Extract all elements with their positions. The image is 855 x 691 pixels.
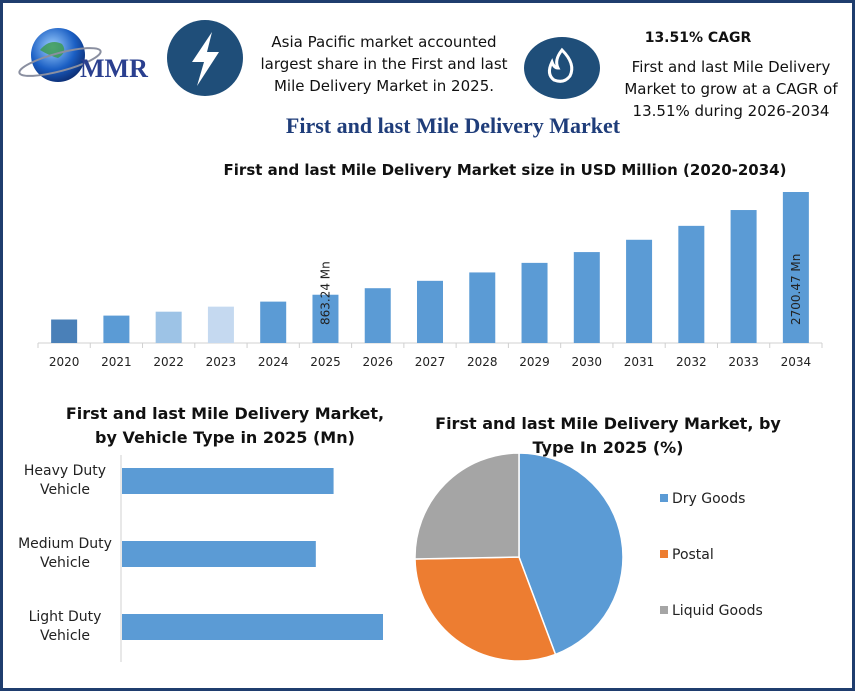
bar [521,262,548,343]
bar [122,468,334,494]
bar [573,252,600,343]
cagr-text: First and last Mile Delivery Market to g… [624,58,838,120]
x-tick-label: 2020 [49,355,80,369]
x-tick-label: 2030 [572,355,603,369]
pie-slice [414,452,520,560]
bar [155,311,182,343]
bar [51,319,78,343]
chart-title: First and last Mile Delivery Market, by … [65,404,385,447]
chart-title: First and last Mile Delivery Market, by … [435,414,781,457]
chart-title: First and last Mile Delivery Market size… [223,161,787,179]
icon-flame [547,47,574,83]
bar [103,315,130,343]
logo-ring [18,47,102,77]
pie-slice [518,452,624,656]
cagr-title: 13.51% CAGR [644,30,752,46]
logo: MMR [18,28,148,83]
x-tick-label: 2025 [310,355,341,369]
bar [122,541,316,567]
bar [417,280,443,343]
bar [626,239,653,343]
bar [260,301,287,343]
bar [122,614,383,640]
bar [730,210,757,343]
x-tick-label: 2023 [206,355,237,369]
y-tick-label: Light Duty Vehicle [28,609,102,644]
x-tick-label: 2027 [415,355,446,369]
logo-text: MMR [80,54,148,83]
data-label: 2700.47 Mn [789,254,803,325]
bar [312,294,339,343]
bar [469,272,496,343]
flame-icon [524,37,600,99]
x-tick-label: 2033 [728,355,759,369]
x-tick-label: 2031 [624,355,655,369]
bar [364,288,391,343]
legend-swatch [660,550,668,558]
y-tick-label: Medium Duty Vehicle [18,536,112,571]
legend-label: Dry Goods [672,491,745,507]
bar [678,225,705,343]
icon-circle [524,37,600,99]
x-tick-label: 2029 [519,355,550,369]
y-tick-label: Heavy Duty Vehicle [23,463,107,498]
share-text: Asia Pacific market accounted largest sh… [260,33,508,95]
bar [207,306,234,343]
x-tick-label: 2032 [676,355,707,369]
legend-swatch [660,494,668,502]
pie-slice [414,556,557,662]
x-tick-label: 2026 [362,355,393,369]
icon-bolt [192,32,219,86]
x-tick-label: 2034 [781,355,812,369]
legend-swatch [660,606,668,614]
bar [782,192,809,343]
x-tick-label: 2022 [153,355,184,369]
legend-label: Postal [672,547,714,563]
main-title: First and last Mile Delivery Market [285,113,621,138]
bolt-icon [167,20,243,96]
legend-label: Liquid Goods [672,603,763,619]
x-tick-label: 2028 [467,355,498,369]
x-tick-label: 2024 [258,355,289,369]
x-tick-label: 2021 [101,355,132,369]
data-label: 863.24 Mn [318,261,332,325]
